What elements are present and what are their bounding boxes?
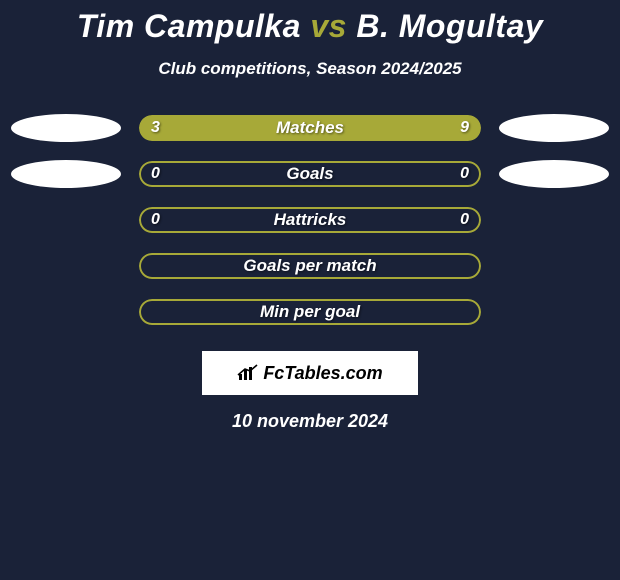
stat-right-value: 0 <box>460 211 469 229</box>
player2-badge <box>499 160 609 188</box>
player1-badge <box>11 114 121 142</box>
stat-label: Goals <box>139 164 481 184</box>
stat-bar: Matches3 9 <box>139 115 481 141</box>
chart-icon <box>237 364 259 382</box>
logo-box: FcTables.com <box>202 351 418 395</box>
player2-badge <box>499 114 609 142</box>
logo-text: FcTables.com <box>263 363 382 384</box>
stat-label: Hattricks <box>139 210 481 230</box>
stat-row: Goals per match <box>0 253 620 279</box>
date-label: 10 november 2024 <box>0 411 620 432</box>
stat-row: Goals0 0 <box>0 161 620 187</box>
player1-name: Tim Campulka <box>77 8 301 44</box>
stat-row: Min per goal <box>0 299 620 325</box>
stat-label: Goals per match <box>139 256 481 276</box>
stat-label: Matches <box>139 118 481 138</box>
stat-bar: Goals per match <box>139 253 481 279</box>
stat-bar: Hattricks0 0 <box>139 207 481 233</box>
stat-left-value: 3 <box>151 119 160 137</box>
stat-right-value: 9 <box>460 119 469 137</box>
stat-bar: Min per goal <box>139 299 481 325</box>
stat-left-value: 0 <box>151 211 160 229</box>
logo: FcTables.com <box>237 363 382 384</box>
stats-rows: Matches39Goals00Hattricks00Goals per mat… <box>0 115 620 325</box>
player1-badge <box>11 160 121 188</box>
comparison-container: Tim Campulka vs B. Mogultay Club competi… <box>0 0 620 432</box>
vs-label: vs <box>310 8 347 44</box>
stat-label: Min per goal <box>139 302 481 322</box>
stat-left-value: 0 <box>151 165 160 183</box>
stat-right-value: 0 <box>460 165 469 183</box>
stat-row: Matches3 9 <box>0 115 620 141</box>
player2-name: B. Mogultay <box>356 8 543 44</box>
stat-row: Hattricks0 0 <box>0 207 620 233</box>
stat-bar: Goals0 0 <box>139 161 481 187</box>
page-title: Tim Campulka vs B. Mogultay <box>0 8 620 45</box>
subtitle: Club competitions, Season 2024/2025 <box>0 59 620 79</box>
